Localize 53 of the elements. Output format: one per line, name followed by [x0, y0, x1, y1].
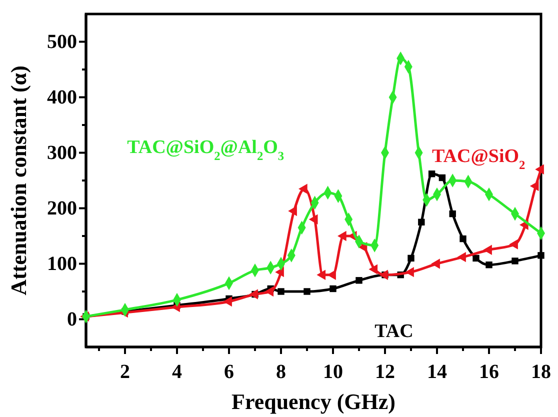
y-tick-label: 400: [47, 86, 77, 109]
point: [449, 210, 456, 218]
x-tick-label: 10: [323, 361, 343, 383]
y-tick-label: 200: [47, 198, 77, 220]
x-tick-label: 6: [224, 361, 234, 383]
point: [405, 266, 414, 278]
point: [308, 214, 318, 224]
point: [275, 266, 284, 278]
x-tick-label: 18: [531, 361, 551, 383]
point: [288, 206, 297, 216]
point: [338, 230, 346, 242]
x-tick-label: 2: [120, 361, 130, 383]
y-tick-label: 300: [47, 142, 77, 164]
point: [330, 285, 336, 292]
point: [304, 288, 310, 295]
point: [379, 270, 388, 280]
point: [512, 258, 518, 264]
point: [460, 235, 466, 242]
point: [223, 296, 232, 307]
point: [316, 270, 326, 280]
point: [327, 270, 336, 280]
point: [486, 262, 492, 268]
y-tick-label: 500: [47, 31, 77, 54]
point: [457, 252, 466, 262]
point: [408, 254, 414, 262]
x-tick-label: 14: [427, 361, 447, 383]
text: TAC: [374, 321, 414, 342]
point: [428, 170, 436, 178]
point: [472, 254, 480, 262]
point: [535, 164, 544, 174]
point: [530, 180, 539, 192]
series-label: TAC@SiO$_{2}$: [432, 146, 526, 172]
y-tick-label: 100: [47, 253, 77, 276]
x-tick-label: 16: [479, 361, 499, 383]
point: [278, 288, 284, 295]
y-tick-label: 0: [67, 308, 77, 331]
point: [298, 184, 308, 194]
point: [509, 239, 518, 250]
point: [483, 244, 492, 255]
point: [356, 277, 362, 284]
point: [418, 218, 425, 226]
point: [438, 174, 446, 182]
y-axis-title: Attenuation constant (α): [6, 66, 31, 296]
text: TAC@SiO$_{2}$@Al$_{2}$O$_{3}$: [127, 136, 284, 163]
point: [431, 258, 440, 269]
x-axis-title: Frequency (GHz): [232, 389, 396, 414]
point: [538, 252, 544, 259]
point: [264, 286, 274, 297]
x-tick-label: 4: [172, 361, 182, 383]
point: [249, 289, 258, 300]
point: [368, 264, 378, 274]
x-tick-label: 12: [375, 361, 395, 383]
x-tick-label: 8: [276, 361, 286, 383]
